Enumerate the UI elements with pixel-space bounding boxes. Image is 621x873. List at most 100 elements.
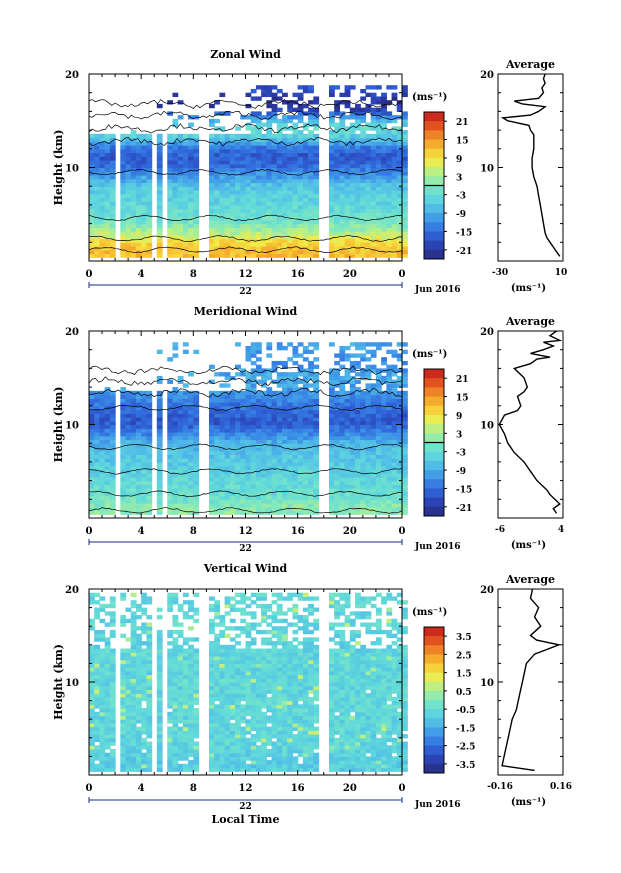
heatmap-cell — [287, 197, 294, 202]
heatmap-cell — [130, 756, 137, 761]
heatmap-cell — [349, 253, 356, 258]
heatmap-cell — [328, 88, 335, 94]
heatmap-cell — [219, 242, 226, 247]
heatmap-cell — [130, 212, 137, 217]
heatmap-cell — [370, 491, 377, 497]
heatmap-cell — [177, 499, 184, 504]
heatmap-cell — [250, 189, 257, 195]
heatmap-cell — [177, 696, 184, 702]
heatmap-cell — [141, 141, 147, 146]
heatmap-cell — [188, 431, 194, 437]
heatmap-cell — [375, 428, 382, 433]
heatmap-cell — [109, 629, 116, 635]
heatmap-cell — [141, 238, 147, 243]
heatmap-cell — [240, 368, 247, 373]
heatmap-cell — [214, 178, 221, 184]
heatmap-cell — [360, 439, 367, 444]
heatmap-cell — [224, 394, 231, 399]
heatmap-cell — [214, 461, 221, 467]
heatmap-cell — [308, 439, 314, 444]
heatmap-cell — [313, 473, 320, 478]
heatmap-cell — [141, 510, 147, 515]
heatmap-cell — [177, 678, 184, 683]
heatmap-cell — [271, 223, 278, 228]
heatmap-cell — [255, 484, 262, 489]
heatmap-cell — [182, 424, 189, 429]
heatmap-cell — [167, 420, 174, 426]
heatmap-cell — [109, 249, 116, 255]
heatmap-cell — [172, 659, 179, 664]
heatmap-cell — [120, 480, 127, 485]
heatmap-cell — [355, 118, 361, 124]
heatmap-cell — [177, 737, 184, 743]
heatmap-cell — [208, 413, 215, 418]
heatmap-cell — [172, 92, 179, 98]
heatmap-cell — [104, 152, 111, 157]
heatmap-cell — [402, 394, 408, 399]
heatmap-cell — [402, 219, 408, 225]
heatmap-cell — [276, 219, 283, 225]
heatmap-cell — [328, 431, 335, 437]
heatmap-cell — [188, 197, 194, 202]
heatmap-cell — [266, 454, 273, 459]
heatmap-cell — [328, 417, 335, 422]
heatmap-cell — [146, 201, 153, 206]
heatmap-cell — [146, 420, 153, 426]
heatmap-cell — [182, 189, 189, 195]
heatmap-cell — [235, 193, 241, 199]
heatmap-cell — [146, 424, 153, 429]
heatmap-cell — [375, 126, 382, 131]
heatmap-cell — [282, 141, 288, 146]
heatmap-cell — [334, 469, 340, 474]
heatmap-cell — [208, 193, 215, 199]
heatmap-cell — [328, 145, 335, 150]
heatmap-cell — [94, 745, 101, 750]
panel-title: Vertical Wind — [203, 562, 288, 575]
heatmap-cell — [130, 141, 137, 146]
heatmap-cell — [271, 435, 278, 441]
heatmap-cell — [167, 204, 174, 210]
heatmap-cell — [177, 633, 184, 638]
heatmap-cell — [250, 439, 257, 444]
heatmap-cell — [188, 473, 194, 478]
heatmap-cell — [177, 450, 184, 456]
heatmap-cell — [386, 379, 393, 384]
heatmap-cell — [302, 201, 309, 206]
heatmap-cell — [276, 383, 283, 388]
heatmap-cell — [282, 122, 288, 127]
heatmap-cell — [130, 741, 137, 746]
heatmap-cell — [214, 476, 221, 482]
heatmap-cell — [219, 186, 226, 191]
heatmap-cell — [396, 398, 403, 403]
heatmap-cell — [271, 446, 278, 452]
heatmap-cell — [402, 156, 408, 161]
heatmap-cell — [261, 133, 267, 139]
heatmap-cell — [302, 390, 309, 396]
heatmap-cell — [271, 458, 278, 463]
heatmap-cell — [224, 141, 231, 146]
heatmap-cell — [94, 503, 101, 508]
heatmap-cell — [141, 219, 147, 225]
heatmap-cell — [208, 469, 215, 474]
heatmap-cell — [355, 402, 361, 407]
heatmap-cell — [355, 473, 361, 478]
heatmap-cell — [344, 163, 351, 169]
heatmap-cell — [381, 510, 387, 515]
heatmap-cell — [219, 178, 226, 184]
heatmap-cell — [240, 431, 247, 437]
heatmap-cell — [276, 450, 283, 456]
colorbar-segment — [424, 112, 444, 122]
heatmap-cell — [193, 405, 200, 411]
heatmap-cell — [214, 186, 221, 191]
heatmap-cell — [287, 435, 294, 441]
heatmap-cell — [146, 476, 153, 482]
heatmap-cell — [276, 342, 283, 347]
heatmap-cell — [219, 409, 226, 414]
heatmap-cell — [156, 201, 163, 206]
heatmap-cell — [381, 435, 387, 441]
heatmap-cell — [250, 435, 257, 441]
heatmap-cell — [146, 756, 153, 761]
heatmap-cell — [177, 249, 184, 255]
heatmap-cell — [109, 696, 116, 702]
heatmap-cell — [177, 238, 184, 243]
